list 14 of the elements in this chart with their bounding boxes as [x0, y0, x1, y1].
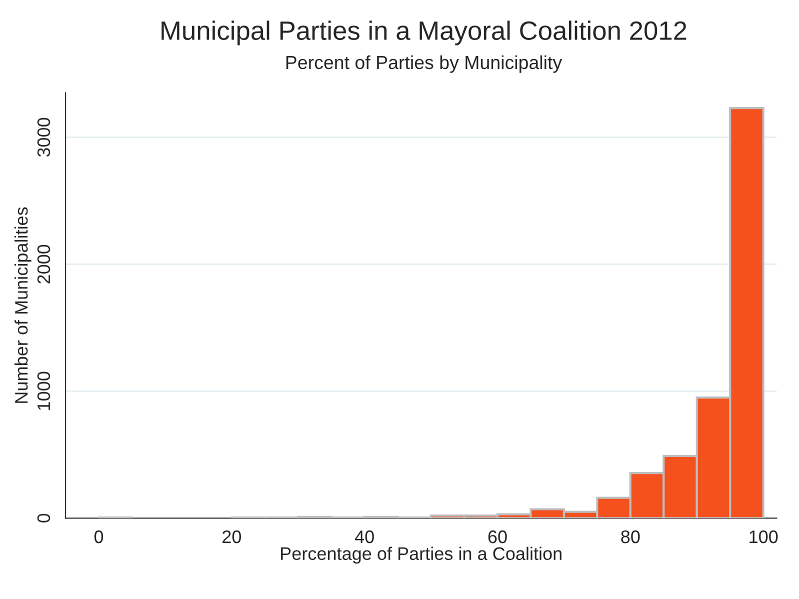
y-tick-label: 0: [37, 514, 50, 522]
x-axis-title: Percentage of Parties in a Coalition: [281, 546, 562, 564]
x-tick-label: 20: [222, 530, 241, 544]
x-tick-label: 80: [621, 530, 640, 544]
y-tick-label: 2000: [37, 244, 50, 284]
x-tick-label: 100: [750, 530, 778, 544]
x-tick-label: 40: [354, 530, 374, 544]
y-axis-title: Number of Municipalities: [14, 207, 32, 403]
chart-subtitle: Percent of Parties by Municipality: [286, 55, 562, 73]
x-tick-label: 0: [94, 530, 104, 544]
chart-title: Municipal Parties in a Mayoral Coalition 2012: [162, 20, 686, 46]
y-tick-label: 1000: [37, 372, 50, 410]
y-tick-label: 3000: [37, 118, 50, 157]
x-tick-label: 60: [488, 530, 507, 544]
